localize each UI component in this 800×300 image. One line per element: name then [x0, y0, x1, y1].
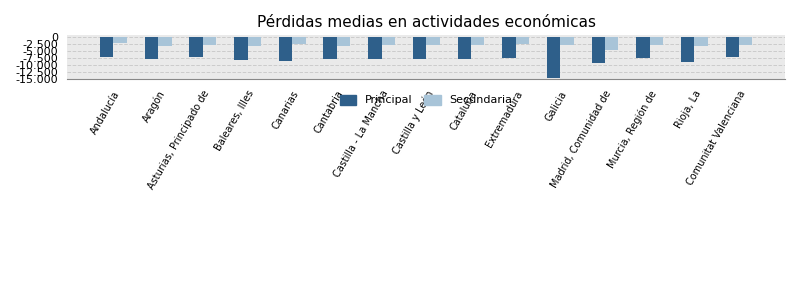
- Bar: [323, 37, 337, 59]
- Bar: [681, 37, 694, 62]
- Bar: [234, 37, 247, 60]
- Bar: [471, 37, 484, 45]
- Bar: [560, 37, 574, 45]
- Bar: [636, 37, 650, 58]
- Legend: Principal, Secundaria: Principal, Secundaria: [334, 89, 518, 111]
- Bar: [382, 37, 395, 45]
- Bar: [190, 37, 203, 57]
- Bar: [247, 37, 261, 46]
- Bar: [158, 37, 171, 46]
- Title: Pérdidas medias en actividades económicas: Pérdidas medias en actividades económica…: [257, 15, 596, 30]
- Bar: [547, 37, 560, 78]
- Bar: [605, 37, 618, 50]
- Bar: [203, 37, 216, 45]
- Bar: [292, 37, 306, 44]
- Bar: [458, 37, 471, 59]
- Bar: [515, 37, 529, 44]
- Bar: [337, 37, 350, 46]
- Bar: [650, 37, 663, 45]
- Bar: [426, 37, 440, 45]
- Bar: [726, 37, 739, 57]
- Bar: [694, 37, 708, 46]
- Bar: [114, 37, 127, 43]
- Bar: [413, 37, 426, 59]
- Bar: [591, 37, 605, 63]
- Bar: [368, 37, 382, 59]
- Bar: [502, 37, 515, 58]
- Bar: [739, 37, 752, 45]
- Bar: [100, 37, 114, 57]
- Bar: [278, 37, 292, 62]
- Bar: [145, 37, 158, 59]
